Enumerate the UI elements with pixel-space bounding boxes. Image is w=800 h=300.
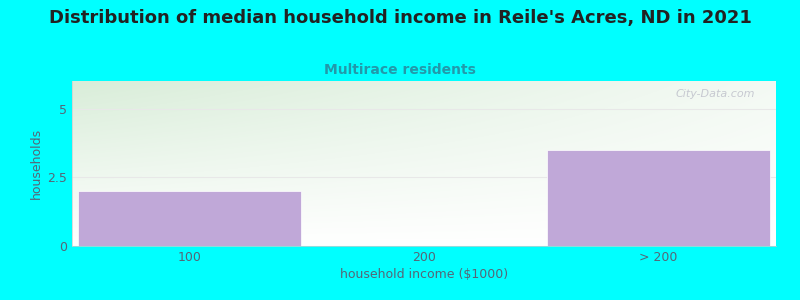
- Text: Distribution of median household income in Reile's Acres, ND in 2021: Distribution of median household income …: [49, 9, 751, 27]
- X-axis label: household income ($1000): household income ($1000): [340, 268, 508, 281]
- Bar: [547, 150, 770, 246]
- Y-axis label: households: households: [30, 128, 43, 199]
- Bar: [78, 191, 301, 246]
- Text: City-Data.com: City-Data.com: [675, 89, 755, 99]
- Text: Multirace residents: Multirace residents: [324, 63, 476, 77]
